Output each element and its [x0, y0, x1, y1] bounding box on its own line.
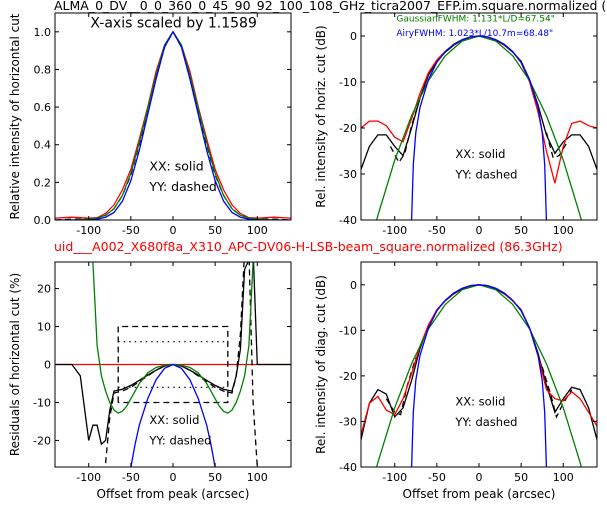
x-tick-label: 0	[476, 471, 483, 484]
y-tick-label: 0	[350, 279, 357, 292]
series-line-tl-3	[55, 30, 291, 220]
x-tick-label: -50	[428, 471, 446, 484]
chart-annotation: XX: solid	[455, 147, 505, 161]
y-tick-label: 0.4	[34, 139, 52, 152]
chart-annotation: GaussianFWHM: 1.131*L/D=67.54"	[396, 14, 554, 24]
series-group	[361, 35, 597, 220]
x-axis-label: Offset from peak (arcsec)	[97, 487, 250, 501]
x-tick-label: 0	[476, 224, 483, 237]
y-axis-label: Rel. intensity of diag. cut (dB)	[314, 275, 328, 454]
x-tick-label: 50	[514, 224, 528, 237]
series-line-br-3	[361, 284, 597, 436]
figure-title: ALMA_0_DV__0_0_360_0_45_90_92_100_108_GH…	[54, 0, 606, 13]
y-tick-label: 1.0	[34, 26, 52, 39]
y-tick-label: 20	[37, 283, 51, 296]
y-tick-label: -40	[339, 461, 357, 474]
chart-annotation: YY: dashed	[148, 433, 211, 447]
series-line-tr-3	[361, 35, 597, 184]
y-axis-label: Rel. intensity of horiz. cut (dB)	[314, 25, 328, 207]
chart-annotation: YY: dashed	[454, 415, 517, 429]
plot-frame	[360, 261, 598, 468]
chart-annotation: AiryFWHM: 1.023*L/10.7m=68.48"	[396, 29, 553, 39]
x-tick-label: -100	[382, 471, 407, 484]
y-tick-label: -20	[339, 122, 357, 135]
series-group	[55, 30, 291, 220]
chart-annotation: XX: solid	[149, 413, 199, 427]
y-tick-label: -10	[339, 324, 357, 337]
series-line-tr-5	[410, 35, 548, 220]
x-tick-label: 50	[208, 224, 222, 237]
x-tick-label: 100	[553, 471, 574, 484]
y-tick-label: -10	[33, 396, 51, 409]
y-tick-label: 0.8	[34, 63, 52, 76]
y-tick-label: -30	[339, 415, 357, 428]
series-group	[55, 262, 291, 467]
plot-frame	[360, 12, 598, 221]
x-tick-label: 0	[170, 224, 177, 237]
y-tick-label: -20	[33, 434, 51, 447]
y-tick-label: -10	[339, 76, 357, 89]
x-tick-label: -50	[122, 224, 140, 237]
x-tick-label: -50	[428, 224, 446, 237]
chart-annotation: X-axis scaled by 1.1589	[90, 15, 256, 31]
y-tick-label: 0.2	[34, 176, 52, 189]
series-group	[361, 284, 597, 467]
series-line-bl-2	[104, 262, 258, 467]
y-axis-label: Relative intensity of horizontal cut	[8, 13, 22, 219]
x-tick-label: 100	[247, 471, 268, 484]
x-tick-label: 50	[208, 471, 222, 484]
x-tick-label: -50	[122, 471, 140, 484]
chart-annotation: YY: dashed	[148, 179, 216, 194]
y-tick-label: -30	[339, 168, 357, 181]
x-tick-label: -100	[76, 224, 101, 237]
y-tick-label: 0.6	[34, 101, 52, 114]
x-tick-label: 100	[553, 224, 574, 237]
chart-panel-tl: -100 -50 0 50 100 0.0 0.2 0.4 0.6 0.8 1.0 Relative …	[8, 12, 292, 237]
chart-annotation: YY: dashed	[454, 168, 517, 182]
chart-annotation: XX: solid	[455, 395, 505, 409]
series-line-br-5	[410, 284, 548, 467]
x-tick-label: 50	[514, 471, 528, 484]
x-tick-label: -100	[76, 471, 101, 484]
x-axis-label: Offset from peak (arcsec)	[403, 487, 556, 501]
x-tick-label: 100	[247, 224, 268, 237]
series-line-bl-1	[55, 262, 291, 446]
series-line-bl-3	[117, 325, 229, 404]
y-tick-label: 10	[37, 321, 51, 334]
y-axis-label: Residuals of horizontal cut (%)	[8, 273, 22, 456]
chart-annotation: XX: solid	[149, 158, 203, 173]
figure-subtitle: uid___A002_X680f8a_X310_APC-DV06-H-LSB-b…	[54, 239, 563, 254]
series-line-bl-7	[130, 363, 216, 467]
y-tick-label: -40	[339, 214, 357, 227]
y-tick-label: -20	[339, 370, 357, 383]
y-tick-label: 0	[350, 30, 357, 43]
x-tick-label: -100	[382, 224, 407, 237]
y-tick-label: 0.0	[34, 214, 52, 227]
y-tick-label: 0	[44, 359, 51, 372]
x-tick-label: 0	[170, 471, 177, 484]
